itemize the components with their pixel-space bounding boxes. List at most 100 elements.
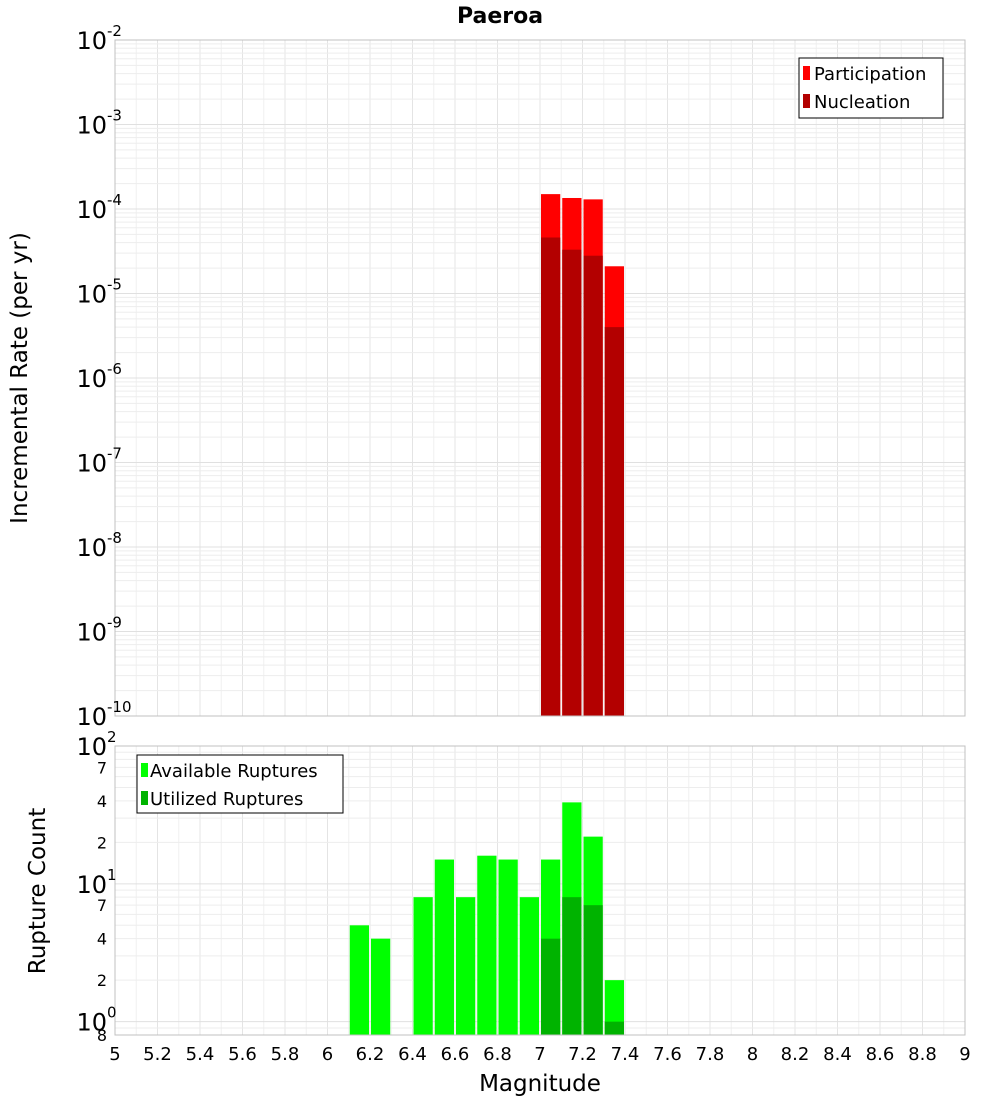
y-tick-base: 10 [76,871,107,899]
x-tick-label: 6.6 [441,1044,470,1065]
x-tick-label: 8.4 [823,1044,852,1065]
x-tick-label: 8.6 [866,1044,895,1065]
x-tick-label: 7.6 [653,1044,682,1065]
y-minor-tick-label: 7 [97,896,107,915]
x-tick-label: 5 [109,1044,120,1065]
y-tick-base: 10 [76,619,107,647]
top-gridlines [114,40,966,717]
y-tick-exponent: -5 [107,276,122,294]
legend-swatch-nucleation [803,94,810,108]
legend-swatch-available-ruptures [141,763,148,777]
y-tick-exponent: 0 [107,1004,117,1022]
y-tick-exponent: -7 [107,445,122,463]
x-tick-label: 9 [959,1044,970,1065]
y-tick-base: 10 [76,27,107,55]
bottom-legend: Available Ruptures Utilized Ruptures [136,754,344,814]
bar-available-ruptures [413,897,433,1035]
y-tick-label: 10 -7 [76,445,122,478]
legend-label-available-ruptures: Available Ruptures [150,761,318,782]
y-tick-exponent: -4 [107,191,122,209]
bar-utilized-ruptures [541,938,561,1035]
y-tick-label: 10 -6 [76,360,122,393]
x-tick-label: 8.2 [781,1044,810,1065]
x-tick-label: 7.4 [611,1044,640,1065]
bar-available-ruptures [456,897,476,1035]
bar-available-ruptures [604,980,624,1035]
y-tick-label: 10 1 [76,866,116,899]
top-legend: Participation Nucleation [798,57,944,119]
x-tick-labels: 5 5.2 5.4 5.6 5.8 6 6.2 6.4 6.6 6.8 7 7.2 7.4 7.6 7.8 8… [109,1044,970,1065]
y-tick-label: 10 -4 [76,191,122,224]
y-tick-exponent: -8 [107,529,122,547]
y-tick-exponent: -6 [107,360,122,378]
x-tick-label: 7.8 [696,1044,725,1065]
y-tick-base: 10 [76,1009,107,1037]
y-tick-exponent: 2 [107,728,117,746]
bottom-y-axis-title: Rupture Count [25,808,51,974]
y-minor-tick-label: 8 [97,1026,107,1045]
x-tick-label: 5.6 [228,1044,257,1065]
legend-label-participation: Participation [814,64,926,85]
x-tick-label: 6 [322,1044,333,1065]
bar-utilized-ruptures [604,1021,624,1035]
bar-nucleation [541,237,561,717]
bar-nucleation [604,327,624,716]
bottom-bars [349,802,624,1035]
bar-utilized-ruptures [562,897,582,1035]
y-minor-tick-label: 2 [97,833,107,852]
top-plot-border [114,39,966,717]
y-tick-exponent: -10 [107,698,132,716]
x-tick-label: 6.2 [356,1044,385,1065]
x-axis-title: Magnitude [479,1071,601,1097]
y-tick-exponent: -3 [107,107,122,125]
bottom-plot-border [114,745,966,1036]
x-tick-label: 7 [534,1044,545,1065]
y-tick-base: 10 [76,281,107,309]
bar-available-ruptures [349,925,369,1035]
y-tick-label: 10 0 [76,1004,116,1037]
bar-available-ruptures [498,859,518,1035]
bar-nucleation [583,255,603,716]
legend-swatch-utilized-ruptures [141,791,148,805]
x-tick-label: 6.8 [483,1044,512,1065]
y-tick-base: 10 [76,365,107,393]
y-tick-base: 10 [76,196,107,224]
top-bars [541,194,624,717]
y-tick-label: 10 2 [76,728,116,761]
top-y-axis-title: Incremental Rate (per yr) [7,232,33,524]
y-tick-base: 10 [76,112,107,140]
y-minor-tick-label: 2 [97,971,107,990]
bar-nucleation [562,249,582,716]
y-tick-base: 10 [76,703,107,731]
x-tick-label: 5.4 [186,1044,215,1065]
bar-available-ruptures [519,897,539,1035]
y-tick-label: 10 -2 [76,22,122,55]
y-tick-label: 10 -9 [76,614,122,647]
y-minor-tick-label: 7 [97,758,107,777]
y-minor-tick-label: 4 [97,930,107,949]
y-minor-tick-label: 4 [97,792,107,811]
y-tick-label: 10 -8 [76,529,122,562]
x-tick-label: 5.2 [143,1044,172,1065]
y-tick-exponent: -2 [107,22,122,40]
x-tick-label: 7.2 [568,1044,597,1065]
x-tick-label: 6.4 [398,1044,427,1065]
chart-title: Paeroa [457,4,543,29]
x-tick-label: 5.8 [271,1044,300,1065]
y-tick-base: 10 [76,733,107,761]
y-tick-base: 10 [76,450,107,478]
y-tick-label: 10 -5 [76,276,122,309]
y-tick-exponent: -9 [107,614,122,632]
legend-label-utilized-ruptures: Utilized Ruptures [150,789,303,810]
bar-available-ruptures [371,938,391,1035]
legend-swatch-participation [803,66,810,80]
y-tick-base: 10 [76,534,107,562]
y-tick-label: 10 -3 [76,107,122,140]
x-tick-label: 8.8 [908,1044,937,1065]
bar-available-ruptures [477,855,497,1035]
legend-label-nucleation: Nucleation [814,92,910,113]
y-tick-label: 10 -10 [76,698,131,731]
